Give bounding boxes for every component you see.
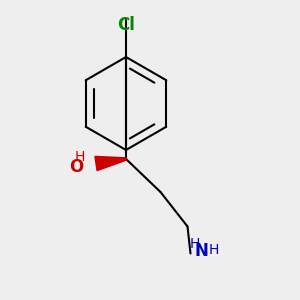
Text: H: H [74, 150, 85, 164]
Text: H: H [208, 244, 219, 257]
Text: O: O [69, 158, 84, 175]
Polygon shape [95, 156, 126, 171]
Text: Cl: Cl [117, 16, 135, 34]
Text: N: N [194, 242, 208, 260]
Text: H: H [190, 237, 200, 250]
